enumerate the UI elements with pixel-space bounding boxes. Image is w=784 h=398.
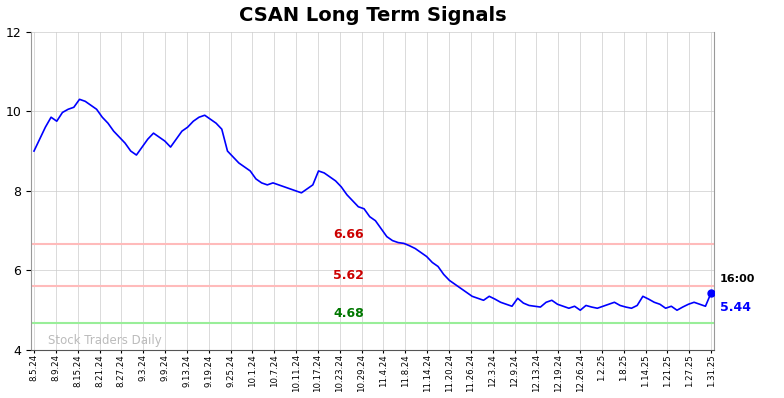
Text: 6.66: 6.66 bbox=[333, 228, 365, 241]
Title: CSAN Long Term Signals: CSAN Long Term Signals bbox=[239, 6, 506, 25]
Text: 5.44: 5.44 bbox=[720, 301, 750, 314]
Text: 5.62: 5.62 bbox=[333, 269, 365, 282]
Text: Stock Traders Daily: Stock Traders Daily bbox=[48, 334, 162, 347]
Text: 4.68: 4.68 bbox=[333, 307, 365, 320]
Text: 16:00: 16:00 bbox=[720, 274, 755, 285]
